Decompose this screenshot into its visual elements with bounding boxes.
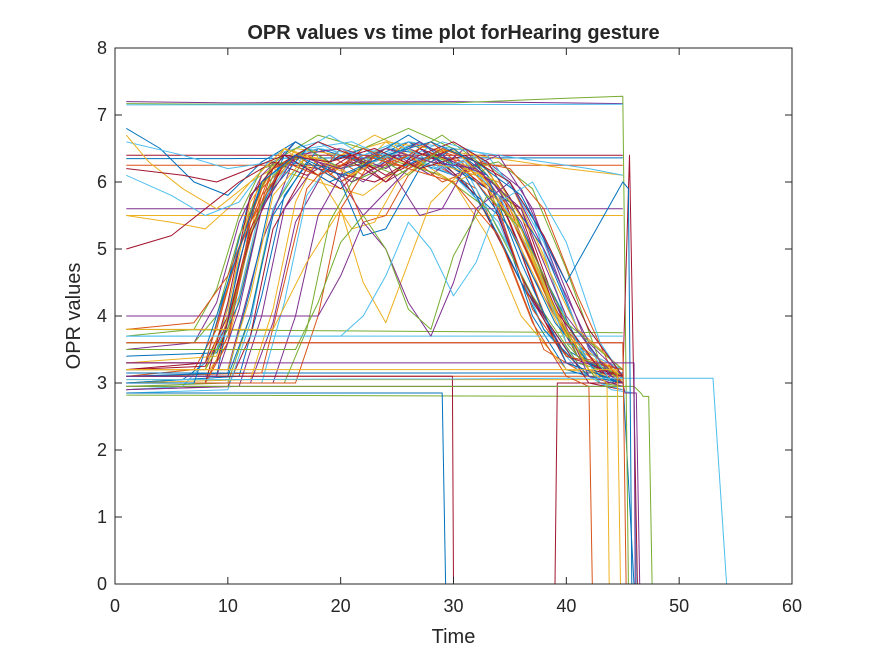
series-layer xyxy=(125,95,736,584)
x-axis-label: Time xyxy=(432,626,476,648)
x-tick-label: 30 xyxy=(443,596,463,616)
y-tick-label: 6 xyxy=(97,172,107,192)
y-tick-label: 0 xyxy=(97,574,107,594)
y-tick-label: 5 xyxy=(97,239,107,259)
y-tick-label: 4 xyxy=(97,306,107,326)
series-line xyxy=(126,342,634,584)
series-line xyxy=(126,148,624,371)
series-line xyxy=(126,148,624,371)
axes-layer: 0 10 20 30 40 50 60 0 1 2 3 4 5 6 7 8 xyxy=(97,38,802,616)
series-line xyxy=(126,134,624,371)
series-line xyxy=(126,141,623,391)
series-line xyxy=(126,181,624,377)
series-line xyxy=(126,385,653,584)
y-tick-label: 1 xyxy=(97,507,107,527)
x-tick-label: 50 xyxy=(669,596,689,616)
y-axis-label: OPR values xyxy=(63,263,85,370)
y-tick-label: 2 xyxy=(97,440,107,460)
series-line xyxy=(126,394,623,397)
series-line xyxy=(126,141,623,377)
x-tick-label: 40 xyxy=(556,596,576,616)
x-tick-label: 10 xyxy=(218,596,238,616)
series-line xyxy=(126,328,623,334)
series-line xyxy=(126,362,736,584)
series-line xyxy=(126,369,621,584)
x-tick-label: 0 xyxy=(110,596,120,616)
series-line xyxy=(126,375,623,584)
series-line xyxy=(126,148,638,584)
series-line xyxy=(126,154,623,377)
chart-title: OPR values vs time plot forHearing gestu… xyxy=(247,22,659,44)
x-tick-label: 60 xyxy=(782,596,802,616)
series-line xyxy=(126,141,633,584)
series-line xyxy=(126,154,612,584)
series-line xyxy=(126,141,623,371)
y-tick-label: 3 xyxy=(97,373,107,393)
y-tick-label: 8 xyxy=(97,38,107,58)
series-line xyxy=(126,392,623,584)
series-line xyxy=(126,134,623,384)
series-line xyxy=(126,103,623,106)
series-line xyxy=(126,101,623,105)
x-tick-label: 20 xyxy=(331,596,351,616)
series-line xyxy=(126,157,623,160)
y-tick-label: 7 xyxy=(97,105,107,125)
series-line xyxy=(126,181,624,377)
series-line xyxy=(126,148,657,584)
series-line xyxy=(126,377,736,584)
